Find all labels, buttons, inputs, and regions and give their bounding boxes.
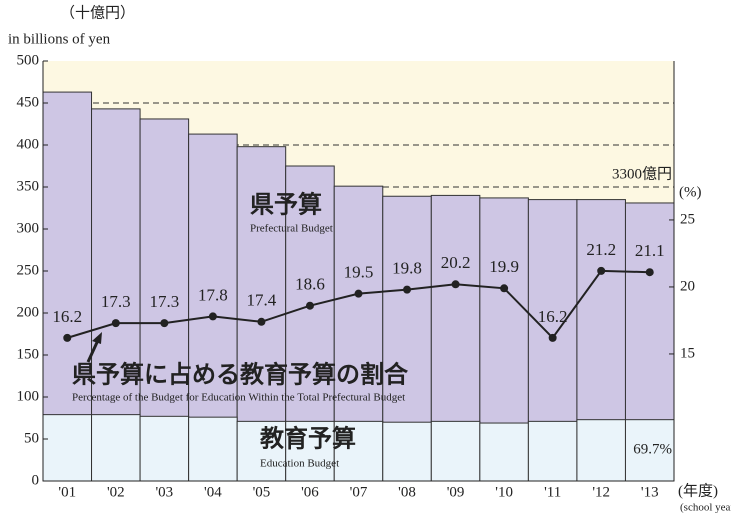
data-label: 17.8 [198,285,228,304]
x-tick-label: '02 [107,484,125,500]
data-label: 19.5 [344,263,374,282]
series-name: 教育予算 [260,425,356,453]
bar [236,420,287,482]
line-point [305,301,314,310]
unit-label: in billions of yen [8,31,111,47]
x-unit-label: (school year) [680,502,731,514]
line-point [354,289,363,298]
x-tick-label: '01 [58,484,76,500]
series-name-en: Education Budget [260,458,339,470]
data-label: 19.9 [489,257,519,276]
y2-unit-label: (%) [679,184,702,200]
y2-tick-label: 25 [680,211,695,227]
bar [576,419,626,482]
data-label: 20.2 [441,253,471,272]
data-label: 16.2 [538,307,568,326]
series-name: 県予算 [250,191,322,219]
y-tick-label: 100 [17,388,40,404]
line-point [451,280,460,289]
line-point [63,333,72,342]
series-name-en: Percentage of the Budget for Education W… [72,392,405,404]
y-tick-label: 500 [17,52,40,68]
y-tick-label: 200 [17,304,40,320]
arrow-head [92,332,102,344]
bar [139,415,190,482]
y-tick-label: 250 [17,262,40,278]
line-point [257,317,266,326]
line-point [548,333,557,342]
line-point [500,284,509,293]
series-name: 県予算に占める教育予算の割合 [72,361,409,389]
data-label: 16.2 [52,307,82,326]
bar [624,419,675,482]
x-tick-label: '04 [204,484,222,500]
bar [382,421,432,482]
line-point [645,268,654,277]
data-label: 18.6 [295,275,325,294]
y-tick-label: 400 [17,136,40,152]
y-tick-label: 0 [32,472,40,488]
bar [42,414,93,482]
y-tick-label: 300 [17,220,40,236]
bar [91,414,141,482]
y2-tick-label: 20 [680,278,695,294]
annotation: 3300億円 [612,165,672,182]
line-point [208,312,217,321]
x-tick-label: '09 [447,484,465,500]
y-tick-label: 150 [17,346,40,362]
x-tick-label: '06 [301,484,319,500]
data-label: 21.1 [635,241,665,260]
data-label: 17.3 [149,292,179,311]
data-label: 17.3 [101,292,131,311]
x-tick-label: '11 [544,484,561,500]
annotation: 69.7% [633,441,672,457]
x-tick-label: '08 [398,484,416,500]
x-tick-label: '05 [253,484,271,500]
x-unit-label-ja: (年度) [678,482,718,499]
bar [527,420,578,482]
series-name-en: Prefectural Budget [250,223,333,235]
line-point [403,285,412,294]
line-point [597,266,606,275]
y-tick-label: 450 [17,94,40,110]
x-tick-label: '03 [155,484,173,500]
data-label: 19.8 [392,259,422,278]
line-point [160,319,169,328]
x-tick-label: '10 [495,484,513,500]
y2-tick-label: 15 [680,345,695,361]
bar [430,420,481,482]
bar [188,416,238,482]
data-label: 21.2 [586,240,616,259]
y-tick-label: 350 [17,178,40,194]
data-label: 17.4 [247,291,277,310]
unit-label-ja: （十億円） [60,4,135,21]
y-tick-label: 50 [24,430,39,446]
x-tick-label: '07 [350,484,368,500]
bar [479,422,529,482]
x-tick-label: '13 [641,484,659,500]
x-tick-label: '12 [592,484,610,500]
line-point [111,319,120,328]
